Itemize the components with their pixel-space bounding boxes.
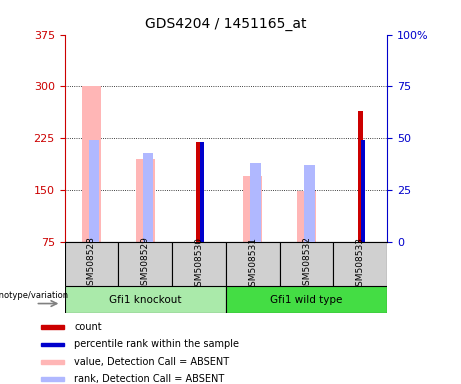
- Bar: [196, 142, 201, 242]
- Bar: [65, 242, 118, 286]
- Bar: [89, 140, 100, 242]
- Bar: [82, 86, 101, 242]
- Bar: [136, 159, 154, 242]
- Bar: [304, 165, 314, 242]
- Bar: [333, 242, 387, 286]
- Bar: [250, 163, 261, 242]
- Text: GSM508532: GSM508532: [302, 237, 311, 291]
- Text: count: count: [74, 322, 102, 332]
- Bar: [358, 111, 363, 242]
- Bar: [226, 242, 280, 286]
- Text: percentile rank within the sample: percentile rank within the sample: [74, 339, 239, 349]
- Bar: [297, 192, 316, 242]
- Text: Gfi1 wild type: Gfi1 wild type: [271, 295, 343, 305]
- Text: genotype/variation: genotype/variation: [0, 291, 69, 300]
- Text: GSM508533: GSM508533: [356, 237, 365, 291]
- Bar: [200, 142, 204, 242]
- Text: value, Detection Call = ABSENT: value, Detection Call = ABSENT: [74, 357, 229, 367]
- Bar: [280, 242, 333, 286]
- Text: Gfi1 knockout: Gfi1 knockout: [109, 295, 182, 305]
- Text: GSM508530: GSM508530: [195, 237, 203, 291]
- Bar: [41, 343, 64, 346]
- Bar: [41, 377, 64, 381]
- Bar: [118, 242, 172, 286]
- Bar: [142, 153, 153, 242]
- Title: GDS4204 / 1451165_at: GDS4204 / 1451165_at: [145, 17, 307, 31]
- Text: rank, Detection Call = ABSENT: rank, Detection Call = ABSENT: [74, 374, 225, 384]
- Bar: [41, 360, 64, 364]
- Text: GSM508529: GSM508529: [141, 237, 150, 291]
- Text: GSM508528: GSM508528: [87, 237, 96, 291]
- Bar: [243, 176, 262, 242]
- Bar: [41, 325, 64, 329]
- Bar: [65, 286, 226, 313]
- Bar: [172, 242, 226, 286]
- Text: GSM508531: GSM508531: [248, 237, 257, 291]
- Bar: [226, 286, 387, 313]
- Bar: [361, 140, 365, 242]
